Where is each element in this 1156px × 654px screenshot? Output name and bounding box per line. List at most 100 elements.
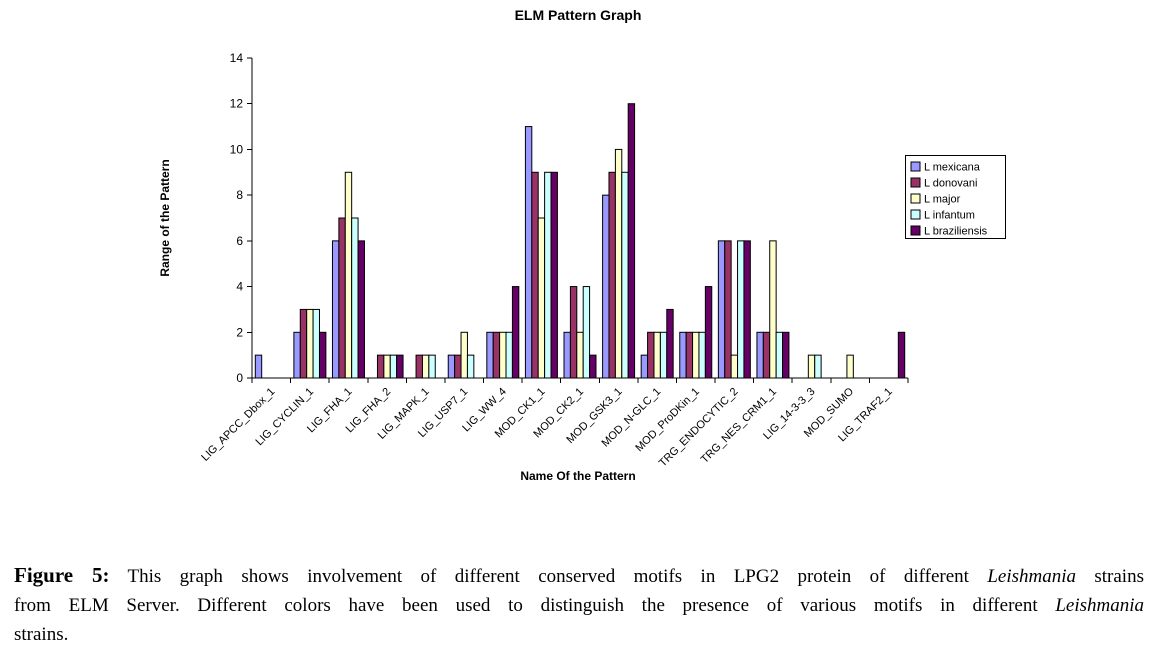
- bar-L-major-TRG_NES_CRM1_1: [769, 240, 777, 379]
- figure-caption: Figure 5: This graph shows involvement o…: [14, 561, 1144, 649]
- y-tick-label: 4: [236, 280, 243, 294]
- bar-L-infantum-TRG_NES_CRM1_1: [775, 331, 784, 379]
- caption-segment: strains: [1076, 566, 1144, 587]
- bar-L-infantum-TRG_ENDOCYTIC_2: [737, 240, 745, 379]
- bar-L-mexicana-MOD_CK2_1: [563, 331, 571, 379]
- bar-L-major-LIG_FHA_1: [344, 171, 353, 379]
- bar-L-donovani-MOD_ProDKin_1: [685, 331, 694, 379]
- y-tick-label: 14: [230, 51, 244, 65]
- bar-L-braziliensis-MOD_CK2_1: [589, 354, 597, 379]
- bar-L-donovani-LIG_FHA_2: [376, 354, 385, 379]
- caption-segment: strains.: [14, 624, 69, 645]
- caption-line: from ELM Server. Different colors have b…: [14, 591, 1144, 620]
- bar-L-infantum-MOD_CK1_1: [544, 171, 552, 379]
- elm-pattern-chart: ELM Pattern Graph 0 2 4 6 8 10 12 14 LIG_APCC_Dbo…: [158, 7, 1006, 483]
- caption-segment: Leishmania: [987, 566, 1076, 587]
- bar-L-donovani-TRG_NES_CRM1_1: [762, 331, 771, 379]
- bar-L-braziliensis-MOD_CK1_1: [550, 171, 558, 379]
- caption-line: Figure 5: This graph shows involvement o…: [14, 561, 1144, 591]
- bar-L-major-TRG_ENDOCYTIC_2: [730, 354, 739, 379]
- bar-L-mexicana-TRG_ENDOCYTIC_2: [717, 240, 726, 379]
- bar-L-mexicana-LIG_FHA_1: [331, 240, 340, 379]
- bar-L-mexicana-TRG_NES_CRM1_1: [756, 331, 764, 379]
- bar-L-braziliensis-LIG_TRAF2_1: [897, 331, 906, 379]
- bar-L-major-LIG_USP7_1: [460, 331, 468, 379]
- legend-label-L-major: L major: [924, 194, 961, 206]
- y-axis-title: Range of the Pattern: [158, 159, 172, 276]
- legend-swatch-L-mexicana: [910, 161, 921, 172]
- bar-L-major-LIG_MAPK_1: [421, 354, 430, 379]
- bar-L-mexicana-LIG_WW_4: [486, 331, 494, 379]
- bar-L-major-LIG_14-3-3_3: [807, 354, 816, 379]
- y-tick-label: 8: [236, 188, 243, 202]
- bar-L-mexicana-MOD_CK1_1: [524, 126, 533, 379]
- bar-L-braziliensis-MOD_N-GLC_1: [666, 308, 674, 379]
- chart-title: ELM Pattern Graph: [515, 7, 642, 23]
- bar-L-donovani-MOD_CK2_1: [569, 286, 578, 379]
- bar-L-infantum-MOD_GSK3_1: [621, 171, 629, 379]
- bar-L-infantum-LIG_FHA_1: [351, 217, 359, 379]
- bar-L-mexicana-LIG_APCC_Dbox_1: [254, 354, 263, 379]
- caption-line: strains.: [14, 620, 1144, 649]
- y-tick-label: 10: [230, 142, 244, 156]
- legend-label-L-mexicana: L mexicana: [924, 162, 981, 174]
- legend-box: [905, 155, 1006, 239]
- bar-L-braziliensis-LIG_FHA_1: [357, 240, 365, 379]
- bar-L-major-LIG_CYCLIN_1: [306, 308, 314, 379]
- bar-L-braziliensis-LIG_FHA_2: [396, 354, 404, 379]
- bar-L-braziliensis-LIG_WW_4: [511, 286, 520, 379]
- bar-L-donovani-LIG_WW_4: [492, 331, 501, 379]
- bar-L-infantum-LIG_MAPK_1: [428, 354, 436, 379]
- bar-L-infantum-LIG_USP7_1: [466, 354, 475, 379]
- bar-L-mexicana-LIG_CYCLIN_1: [293, 331, 301, 379]
- bar-L-donovani-MOD_N-GLC_1: [647, 331, 655, 379]
- bar-L-braziliensis-LIG_CYCLIN_1: [318, 331, 327, 379]
- bar-L-braziliensis-MOD_GSK3_1: [627, 103, 636, 379]
- bar-L-infantum-LIG_FHA_2: [389, 354, 398, 379]
- caption-segment: Leishmania: [1055, 595, 1144, 616]
- bar-L-major-LIG_WW_4: [499, 331, 507, 379]
- legend-label-L-infantum: L infantum: [924, 210, 975, 222]
- bar-L-donovani-LIG_FHA_1: [338, 217, 346, 379]
- bar-L-major-MOD_N-GLC_1: [653, 331, 661, 379]
- bar-L-donovani-LIG_MAPK_1: [415, 354, 423, 379]
- x-axis-title: Name Of the Pattern: [520, 469, 635, 483]
- bar-L-braziliensis-TRG_NES_CRM1_1: [782, 331, 790, 379]
- y-tick-label: 2: [236, 325, 243, 339]
- caption-segment: Figure 5:: [14, 563, 110, 587]
- bar-L-braziliensis-MOD_ProDKin_1: [704, 286, 713, 379]
- bar-L-donovani-TRG_ENDOCYTIC_2: [724, 240, 732, 379]
- bar-L-mexicana-LIG_USP7_1: [447, 354, 456, 379]
- bar-L-donovani-MOD_GSK3_1: [608, 171, 616, 379]
- legend-swatch-L-infantum: [910, 209, 921, 220]
- bar-L-major-MOD_CK2_1: [576, 331, 584, 379]
- bar-L-infantum-MOD_CK2_1: [582, 286, 591, 379]
- bar-L-major-MOD_GSK3_1: [614, 148, 623, 379]
- bar-L-donovani-LIG_USP7_1: [454, 354, 462, 379]
- bar-L-braziliensis-TRG_ENDOCYTIC_2: [743, 240, 751, 379]
- bar-L-mexicana-MOD_ProDKin_1: [679, 331, 687, 379]
- legend-swatch-L-braziliensis: [910, 225, 921, 236]
- bar-L-donovani-MOD_CK1_1: [531, 171, 539, 379]
- bar-chart-canvas: ELM Pattern Graph 0 2 4 6 8 10 12 14 LIG_APCC_Dbo…: [158, 7, 1006, 483]
- bar-L-mexicana-MOD_N-GLC_1: [640, 354, 649, 379]
- bar-L-infantum-MOD_ProDKin_1: [698, 331, 706, 379]
- caption-segment: from ELM Server. Different colors have b…: [14, 595, 1056, 616]
- bar-L-major-MOD_ProDKin_1: [692, 331, 700, 379]
- caption-segment: This graph shows involvement of differen…: [109, 566, 988, 587]
- y-tick-label: 6: [236, 234, 243, 248]
- bar-L-infantum-LIG_CYCLIN_1: [312, 308, 320, 379]
- legend-swatch-L-major: [910, 193, 921, 204]
- bar-L-major-MOD_SUMO: [846, 354, 854, 379]
- legend-label-L-donovani: L donovani: [924, 178, 977, 190]
- bar-L-mexicana-MOD_GSK3_1: [602, 194, 610, 379]
- bar-L-major-LIG_FHA_2: [383, 354, 391, 379]
- bar-L-infantum-MOD_N-GLC_1: [659, 331, 668, 379]
- x-category-label: TRG_NES_CRM1_1: [699, 386, 779, 466]
- legend-label-L-braziliensis: L braziliensis: [924, 226, 988, 238]
- bar-L-infantum-LIG_WW_4: [505, 331, 513, 379]
- legend-swatch-L-donovani: [910, 177, 921, 188]
- bar-L-major-MOD_CK1_1: [537, 217, 546, 379]
- bar-L-infantum-LIG_14-3-3_3: [814, 354, 822, 379]
